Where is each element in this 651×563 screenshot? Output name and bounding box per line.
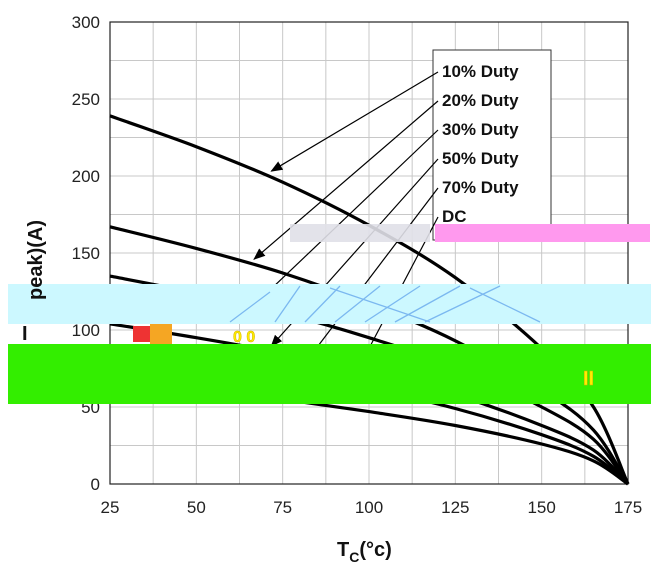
green-band-marker: II xyxy=(583,368,594,390)
x-tick-label: 175 xyxy=(614,498,642,517)
orange-marker xyxy=(150,324,172,344)
green-band xyxy=(8,344,651,404)
cyan-hatch-line xyxy=(304,285,341,323)
x-tick-label: 100 xyxy=(355,498,383,517)
legend-pointer-arrow xyxy=(298,187,439,372)
y-tick-label: 100 xyxy=(72,321,100,340)
cyan-band xyxy=(8,284,651,324)
x-axis-subscript: C xyxy=(349,549,359,563)
plot-frame xyxy=(109,21,629,485)
cyan-hatch-line xyxy=(364,285,421,323)
y-tick-label: 250 xyxy=(72,90,100,109)
x-axis-title: TC(°c) xyxy=(337,539,392,563)
red-marker xyxy=(133,326,150,342)
cyan-hatch-line xyxy=(469,287,541,323)
x-tick-labels: 25 50 75 100 125 150 175 xyxy=(101,498,643,517)
x-tick-label: 150 xyxy=(527,498,555,517)
y-axis-title: peak)(A) xyxy=(25,220,47,300)
y-tick-label: 150 xyxy=(72,244,100,263)
legend-pointer-arrow xyxy=(253,100,439,260)
cyan-hatch-line xyxy=(394,285,461,323)
legend-pointer-arrow xyxy=(270,71,439,172)
legend-label-70: 70% Duty xyxy=(442,178,519,197)
legend-label-30: 30% Duty xyxy=(442,120,519,139)
x-axis-symbol: T xyxy=(337,539,349,561)
y-tick-label: 300 xyxy=(72,13,100,32)
legend-box xyxy=(432,49,552,241)
cyan-hatch-lines xyxy=(229,285,541,323)
legend: 10% Duty 20% Duty 30% Duty 50% Duty 70% … xyxy=(432,49,552,241)
legend-label-50: 50% Duty xyxy=(442,149,519,168)
x-tick-label: 75 xyxy=(273,498,292,517)
y-tick-label: 200 xyxy=(72,167,100,186)
x-axis-unit: (°c) xyxy=(359,539,391,561)
grey-smudge xyxy=(290,224,430,242)
legend-label-dc: DC xyxy=(442,207,467,226)
yellow-glyph: 0 0 xyxy=(233,329,255,346)
x-tick-label: 125 xyxy=(441,498,469,517)
y-axis-symbol: I xyxy=(22,323,28,345)
cyan-hatch-line xyxy=(334,285,381,323)
legend-label-10: 10% Duty xyxy=(442,62,519,81)
legend-label-20: 20% Duty xyxy=(442,91,519,110)
y-tick-label: 0 xyxy=(91,475,100,494)
legend-pointer-arrow xyxy=(256,129,439,303)
magenta-band xyxy=(435,224,650,242)
cyan-hatch-line xyxy=(229,291,271,323)
cyan-hatch-line xyxy=(329,287,431,323)
y-axis-title-visible: peak)(A) xyxy=(25,220,47,300)
x-tick-label: 50 xyxy=(187,498,206,517)
x-tick-label: 25 xyxy=(101,498,120,517)
cyan-hatch-line xyxy=(274,285,301,323)
cyan-hatch-line xyxy=(424,285,501,323)
